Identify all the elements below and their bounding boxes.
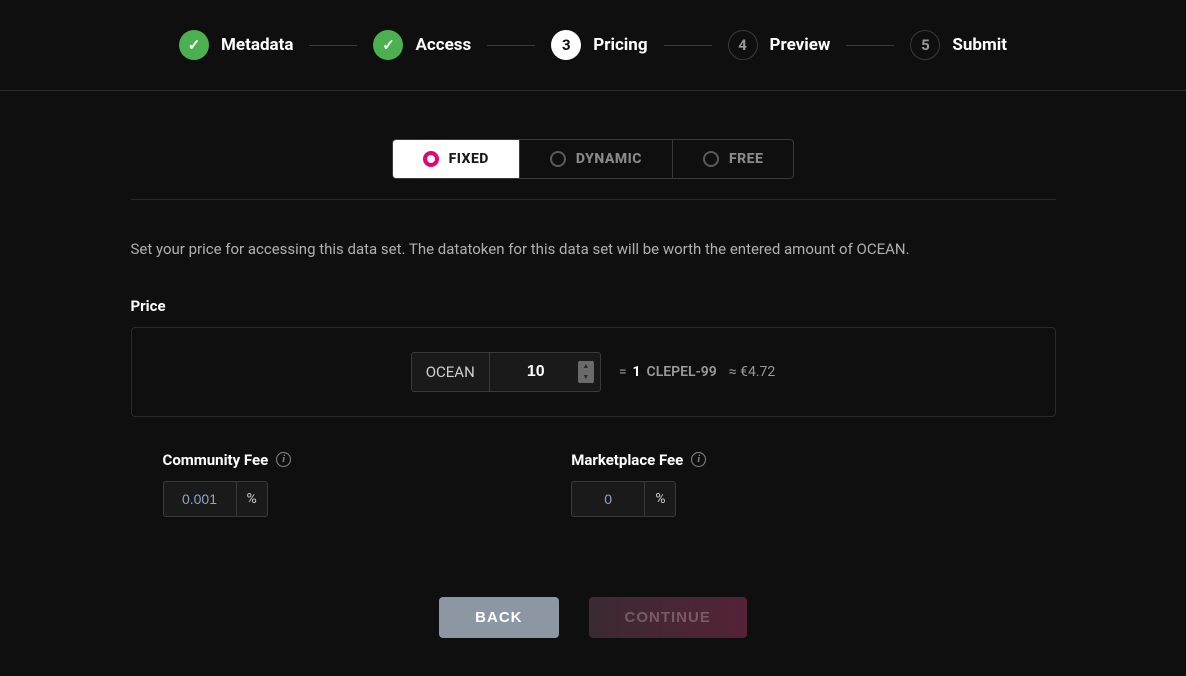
marketplace-fee-input-group: %	[571, 481, 676, 517]
info-icon[interactable]: i	[691, 452, 706, 467]
step-label: Submit	[952, 35, 1007, 55]
tab-free[interactable]: FREE	[673, 140, 793, 178]
step-pricing[interactable]: 3 Pricing	[551, 30, 647, 60]
fee-label-text: Marketplace Fee	[571, 451, 683, 469]
stepper-header: ✓ Metadata ✓ Access 3 Pricing 4 Preview …	[0, 0, 1186, 91]
marketplace-fee-label: Marketplace Fee i	[571, 451, 706, 469]
community-fee-input	[164, 482, 236, 516]
token-name: CLEPEL-99	[647, 364, 717, 380]
pricing-description: Set your price for accessing this data s…	[131, 238, 1056, 261]
step-access[interactable]: ✓ Access	[373, 30, 471, 60]
fees-row: Community Fee i % Marketplace Fee i %	[131, 451, 1056, 517]
token-qty: 1	[633, 364, 641, 380]
info-icon[interactable]: i	[276, 452, 291, 467]
check-icon: ✓	[373, 30, 403, 60]
step-connector	[846, 45, 894, 46]
step-label: Metadata	[221, 35, 293, 55]
stepper-icon[interactable]	[578, 361, 594, 383]
price-label: Price	[131, 297, 1056, 315]
tab-group: FIXED DYNAMIC FREE	[392, 139, 795, 179]
tab-dynamic[interactable]: DYNAMIC	[520, 140, 673, 178]
pricing-tabs: FIXED DYNAMIC FREE	[131, 139, 1056, 200]
step-number: 4	[728, 30, 758, 60]
radio-off-icon	[703, 151, 719, 167]
price-conversion: = 1 CLEPEL-99 ≈ €4.72	[619, 364, 775, 380]
price-input-group: OCEAN	[411, 352, 601, 392]
currency-label: OCEAN	[412, 353, 490, 391]
step-metadata[interactable]: ✓ Metadata	[179, 30, 293, 60]
step-label: Pricing	[593, 35, 647, 55]
step-label: Preview	[770, 35, 831, 55]
back-button[interactable]: BACK	[439, 597, 558, 638]
step-connector	[487, 45, 535, 46]
percent-suffix: %	[236, 482, 267, 516]
step-submit[interactable]: 5 Submit	[910, 30, 1007, 60]
marketplace-fee-block: Marketplace Fee i %	[571, 451, 706, 517]
step-connector	[664, 45, 712, 46]
radio-on-icon	[423, 151, 439, 167]
check-icon: ✓	[179, 30, 209, 60]
price-input-wrap	[490, 353, 600, 391]
pricing-form: FIXED DYNAMIC FREE Set your price for ac…	[131, 91, 1056, 638]
fiat-approx: ≈ €4.72	[729, 364, 776, 380]
form-actions: BACK CONTINUE	[131, 597, 1056, 638]
marketplace-fee-input	[572, 482, 644, 516]
price-box: OCEAN = 1 CLEPEL-99 ≈ €4.72	[131, 327, 1056, 417]
community-fee-block: Community Fee i %	[163, 451, 292, 517]
community-fee-input-group: %	[163, 481, 268, 517]
tab-fixed[interactable]: FIXED	[393, 140, 520, 178]
tab-label: DYNAMIC	[576, 151, 642, 167]
percent-suffix: %	[644, 482, 675, 516]
step-label: Access	[415, 35, 471, 55]
radio-off-icon	[550, 151, 566, 167]
community-fee-label: Community Fee i	[163, 451, 292, 469]
step-connector	[309, 45, 357, 46]
equals-sign: =	[619, 364, 627, 380]
step-preview[interactable]: 4 Preview	[728, 30, 831, 60]
continue-button[interactable]: CONTINUE	[589, 597, 747, 638]
tab-label: FREE	[729, 151, 763, 167]
step-number: 3	[551, 30, 581, 60]
fee-label-text: Community Fee	[163, 451, 269, 469]
tab-label: FIXED	[449, 151, 489, 167]
stepper: ✓ Metadata ✓ Access 3 Pricing 4 Preview …	[93, 30, 1093, 60]
step-number: 5	[910, 30, 940, 60]
